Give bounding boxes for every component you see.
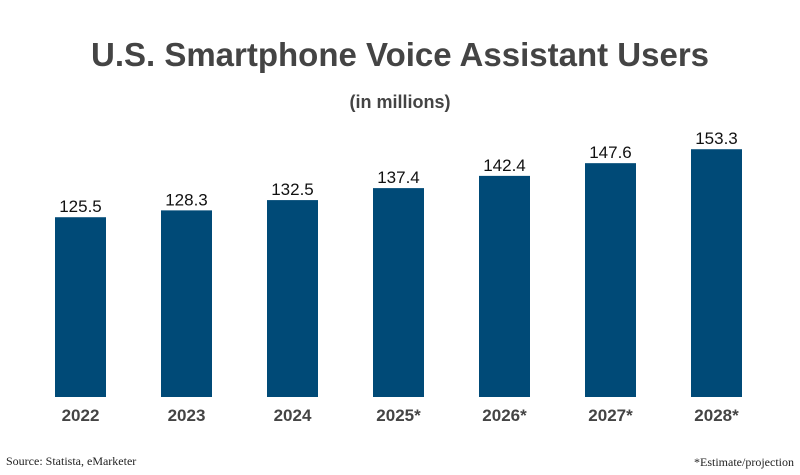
x-tick-label: 2023 [168, 406, 206, 425]
bar-2027 [585, 163, 636, 397]
bar-2024 [267, 200, 318, 397]
x-tick-label: 2027* [588, 406, 633, 425]
chart-title: U.S. Smartphone Voice Assistant Users [90, 36, 710, 73]
data-label: 137.4 [377, 168, 420, 187]
data-label: 147.6 [589, 143, 632, 162]
data-label: 125.5 [59, 197, 102, 216]
data-label: 132.5 [271, 180, 314, 199]
bar-2028 [691, 149, 742, 397]
x-tick-label: 2026* [482, 406, 527, 425]
data-label: 128.3 [165, 190, 208, 209]
chart-subtitle: (in millions) [349, 92, 451, 112]
x-tick-label: 2022 [62, 406, 100, 425]
data-label: 153.3 [695, 129, 738, 148]
bar-2022 [55, 217, 106, 397]
bar-2025 [373, 188, 424, 397]
bar-2023 [161, 210, 212, 397]
data-label: 142.4 [483, 156, 526, 175]
x-tick-label: 2025* [376, 406, 421, 425]
bar-2026 [479, 175, 530, 397]
source-note: Source: Statista, eMarketer [6, 454, 137, 468]
x-tick-label: 2028* [694, 406, 739, 425]
x-tick-label: 2024 [274, 406, 312, 425]
estimate-note: *Estimate/projection [694, 455, 794, 469]
